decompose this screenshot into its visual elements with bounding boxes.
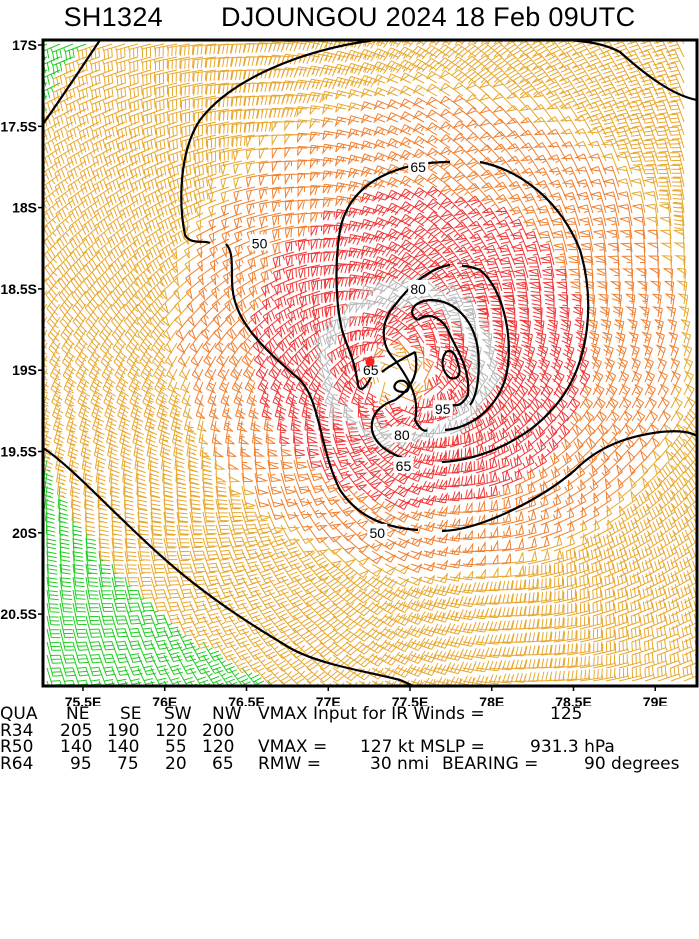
r64-row: R64 95 75 20 65 RMW = 30 nmi BEARING = 9… [0, 753, 699, 774]
wind-barb-group [43, 40, 697, 686]
r64-label: R64 [0, 753, 34, 774]
col-sw: SW [164, 704, 192, 724]
r34-ne: 205 [60, 720, 93, 741]
contour-label: 65 [363, 362, 379, 378]
contour-label: 65 [410, 159, 426, 175]
bearing-label: BEARING = [442, 753, 539, 774]
contour-50-sw [43, 447, 415, 686]
r64-se: 75 [117, 753, 139, 774]
r50-se: 140 [107, 737, 140, 757]
r64-sw: 20 [165, 753, 187, 774]
contour-label: 80 [410, 281, 426, 297]
x-tick-label: 76.5E [228, 694, 265, 706]
contour-label: 80 [394, 427, 410, 443]
r50-row: R50 140 140 55 120 VMAX = 127 kt MSLP = … [0, 739, 699, 756]
contour-65-main [335, 160, 590, 464]
bearing-value: 90 degrees [584, 753, 680, 774]
wind-field-plot: 50 65 80 65 95 80 65 50 75.5E 76E 76.5E 77E 77.5E 78… [0, 37, 699, 706]
contour-65-inner [393, 379, 410, 394]
x-tick-label: 78E [479, 694, 504, 706]
contour-label: 50 [252, 235, 268, 251]
x-tick-label: 78.5E [555, 694, 592, 706]
contour-label: 95 [435, 401, 451, 417]
quadrant-label: QUA [0, 704, 38, 724]
mslp-label: MSLP = [420, 737, 485, 757]
col-se: SE [120, 704, 142, 724]
contour-50-nw-corner [43, 40, 101, 125]
contour-95-main [411, 298, 480, 407]
r34-label: R34 [0, 720, 34, 741]
r50-label: R50 [0, 737, 34, 757]
col-nw: NW [212, 704, 242, 724]
y-tick-label: 17S [12, 37, 37, 53]
rmw-value: 30 nmi [370, 753, 430, 774]
r34-nw: 200 [202, 720, 235, 741]
wind-barbs [43, 40, 697, 686]
vmax-label: VMAX = [258, 737, 328, 757]
r64-ne: 95 [70, 753, 92, 774]
contour-50-ne-corner [569, 40, 697, 102]
x-tick-label: 79E [643, 694, 668, 706]
wind-barb-group [250, 186, 591, 510]
contour-labels: 50 65 80 65 95 80 65 50 [249, 157, 453, 541]
r50-ne: 140 [60, 737, 93, 757]
r64-nw: 65 [212, 753, 234, 774]
y-tick-label: 19.5S [0, 444, 37, 460]
contour-95-max [441, 349, 461, 380]
r50-nw: 120 [202, 737, 235, 757]
x-tick-label: 77.5E [392, 694, 429, 706]
mslp-value: 931.3 hPa [530, 737, 615, 757]
y-tick-label: 18S [12, 200, 37, 216]
y-tick-label: 19S [12, 362, 37, 378]
vmax-input-value: 125 [550, 704, 583, 724]
wind-barb-group [43, 43, 286, 686]
col-ne: NE [66, 704, 90, 724]
y-tick-label: 18.5S [0, 281, 37, 297]
chart-title: SH1324 DJOUNGOU 2024 18 Feb 09UTC [0, 0, 699, 34]
r34-se: 190 [107, 720, 140, 741]
contour-label: 50 [370, 525, 386, 541]
rmw-label: RMW = [258, 753, 321, 774]
y-tick-label: 17.5S [0, 118, 37, 134]
x-axis: 75.5E 76E 76.5E 77E 77.5E 78E 78.5E 79E [65, 686, 668, 706]
footer-header-row: QUA NE SE SW NW VMAX Input for IR Winds … [0, 706, 699, 723]
vmax-value: 127 kt [360, 737, 415, 757]
x-tick-label: 77E [316, 694, 341, 706]
wind-radii-table: QUA NE SE SW NW VMAX Input for IR Winds … [0, 706, 699, 772]
x-tick-label: 75.5E [65, 694, 102, 706]
r34-row: R34 205 190 120 200 [0, 720, 699, 741]
r50-sw: 55 [165, 737, 187, 757]
isotach-contours [43, 40, 697, 686]
storm-title: DJOUNGOU 2024 18 Feb 09UTC [220, 2, 636, 32]
vmax-input-label: VMAX Input for IR Winds = [258, 704, 485, 724]
plot-frame [41, 38, 699, 688]
y-tick-label: 20S [12, 525, 37, 541]
y-axis: 17S 17.5S 18S 18.5S 19S 19.5S 20S 20.5S [0, 37, 43, 622]
contour-label: 65 [396, 458, 412, 474]
contour-50-main [180, 40, 697, 533]
y-tick-label: 20.5S [0, 606, 37, 622]
r34-sw: 120 [155, 720, 188, 741]
storm-id: SH1324 [63, 2, 163, 32]
storm-center-marker [365, 357, 375, 367]
x-tick-label: 76E [152, 694, 177, 706]
